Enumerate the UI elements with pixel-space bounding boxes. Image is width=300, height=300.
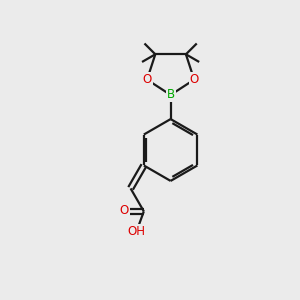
- Text: B: B: [167, 88, 175, 101]
- Text: O: O: [142, 73, 152, 86]
- Text: OH: OH: [127, 225, 145, 238]
- Text: O: O: [190, 73, 199, 86]
- Text: O: O: [119, 204, 129, 217]
